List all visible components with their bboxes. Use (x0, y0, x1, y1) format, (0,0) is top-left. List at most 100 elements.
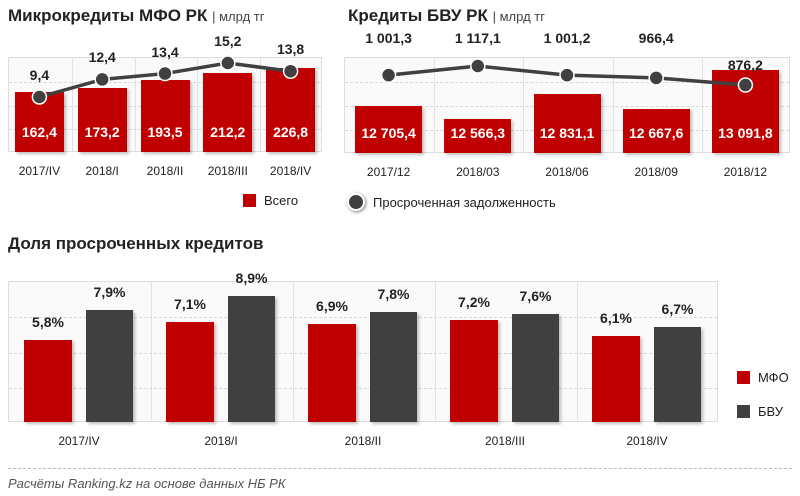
bar-bvu-label: 6,7% (661, 301, 694, 318)
bar-bvu-label: 7,9% (93, 284, 126, 301)
bar-total-label: 162,4 (21, 124, 57, 140)
category-label: 2018/09 (634, 165, 678, 179)
category-label: 2017/IV (58, 434, 100, 448)
category-label: 2018/III (207, 164, 248, 178)
chart3-title: Доля просроченных кредитов (8, 234, 264, 253)
chart1-title-text: Микрокредиты МФО РК (8, 6, 208, 25)
bar-bvu-label: 7,8% (377, 285, 410, 302)
legend-overdue-label: Просроченная задолженность (373, 194, 556, 210)
bar-bvu (512, 314, 559, 422)
legend-mfo-label: МФО (758, 370, 789, 385)
bar-total-label: 13 091,8 (718, 125, 773, 141)
bar-total (266, 68, 316, 152)
overdue-value-label: 966,4 (638, 30, 674, 46)
panel-separator (71, 58, 73, 151)
overdue-point (470, 58, 486, 74)
category-label: 2018/II (146, 164, 184, 178)
category-label: 2018/IV (626, 434, 668, 448)
panel-separator (577, 282, 578, 421)
overdue-value-label: 1 117,1 (454, 30, 501, 46)
panel-separator (435, 282, 436, 421)
bar-total (622, 109, 690, 153)
bar-mfo-label: 5,8% (32, 313, 64, 330)
overdue-value-label: 15,2 (214, 33, 242, 49)
chart1-title: Микрокредиты МФО РК | млрд тг (8, 6, 264, 26)
bar-mfo-label: 7,1% (174, 295, 206, 312)
bar-mfo-label: 6,1% (600, 309, 632, 326)
overdue-point (94, 71, 110, 88)
category-label: 2017/12 (366, 165, 411, 179)
overdue-point (737, 77, 754, 93)
bar-bvu (370, 311, 417, 422)
bar-mfo-label: 6,9% (316, 298, 348, 315)
overdue-value-label: 876,2 (727, 57, 763, 74)
panel-separator (612, 58, 614, 152)
overdue-value-label: 13,4 (151, 43, 179, 60)
legend-overdue: Просроченная задолженность (347, 193, 556, 211)
bar-total-label: 193,5 (147, 124, 183, 140)
gridline (9, 352, 717, 354)
bar-total-label: 212,2 (210, 124, 246, 140)
bar-mfo (24, 339, 72, 422)
overdue-point (559, 67, 575, 83)
bar-total (533, 94, 601, 153)
footer-source: Расчёты Ranking.kz на основе данных НБ Р… (8, 476, 286, 491)
overdue-point (380, 67, 397, 83)
footer-divider (8, 468, 792, 469)
legend-total-label: Всего (264, 193, 299, 208)
gridline (9, 317, 717, 319)
chart2-title: Кредиты БВУ РК | млрд тг (348, 6, 545, 26)
overdue-point (648, 70, 664, 86)
category-label: 2018/12 (723, 165, 768, 179)
bar-total-label: 173,2 (84, 124, 120, 140)
overdue-value-label: 1 001,3 (365, 30, 412, 46)
overdue-point (282, 63, 299, 79)
panel-separator (523, 58, 525, 152)
bar-mfo (592, 335, 640, 422)
bar-total (203, 73, 253, 152)
panel-separator (701, 58, 703, 152)
bar-total (77, 87, 127, 152)
panel-separator (434, 58, 436, 152)
bar-mfo (308, 324, 356, 422)
legend-mfo: МФО (737, 370, 789, 385)
panel-separator (197, 58, 199, 151)
overdue-value-label: 12,4 (88, 49, 116, 66)
chart2-title-text: Кредиты БВУ РК (348, 6, 488, 25)
panel-separator (293, 282, 294, 421)
gridline (9, 387, 717, 389)
category-label: 2018/II (344, 434, 382, 448)
panel-separator (134, 58, 136, 151)
bar-mfo (166, 321, 214, 422)
category-label: 2018/IV (269, 164, 312, 178)
overdue-point (31, 89, 48, 105)
category-label: 2018/III (484, 434, 526, 448)
category-label: 2017/IV (18, 164, 61, 178)
bar-total (444, 118, 512, 153)
overdue-point (220, 55, 236, 71)
bar-bvu-label: 8,9% (235, 270, 268, 287)
overdue-value-label: 9,4 (29, 67, 50, 83)
bar-bvu (228, 296, 275, 422)
bar-mfo (450, 320, 498, 422)
bar-bvu-label: 7,6% (519, 288, 552, 305)
bar-total-label: 12 667,6 (628, 125, 684, 141)
bar-mfo-label: 7,2% (458, 294, 490, 311)
chart2-unit: | млрд тг (492, 9, 545, 24)
category-label: 2018/I (85, 164, 119, 178)
chart1-unit: | млрд тг (212, 9, 265, 24)
bar-total-label: 226,8 (273, 124, 309, 140)
overdue-point (157, 65, 173, 82)
legend-bvu: БВУ (737, 404, 783, 419)
legend-mfo-swatch (737, 371, 750, 384)
bar-bvu (86, 310, 133, 422)
legend-overdue-marker (347, 193, 365, 211)
legend-bvu-swatch (737, 405, 750, 418)
bar-total-label: 12 705,4 (361, 125, 416, 141)
legend-total-swatch (243, 194, 256, 207)
overdue-value-label: 13,8 (276, 41, 305, 58)
legend-total: Всего (243, 193, 298, 208)
